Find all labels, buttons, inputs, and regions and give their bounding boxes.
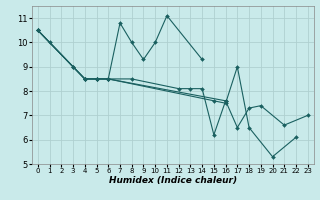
X-axis label: Humidex (Indice chaleur): Humidex (Indice chaleur)	[109, 176, 237, 185]
